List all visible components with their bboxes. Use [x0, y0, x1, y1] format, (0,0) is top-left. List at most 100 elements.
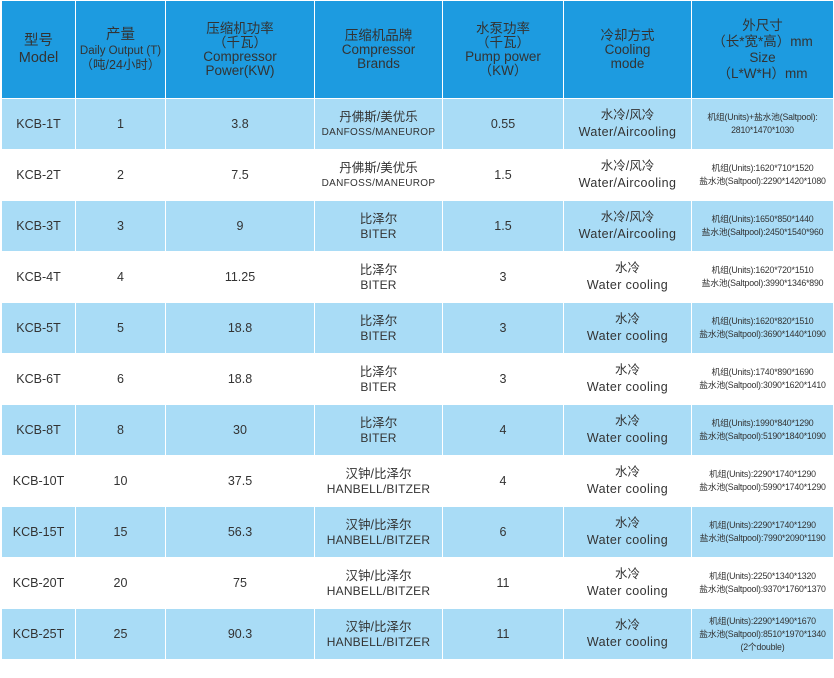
cell-daily-output: 15 — [75, 506, 166, 558]
cooling-en: Water cooling — [586, 278, 669, 292]
cell-cooling-mode: 水冷 Water cooling — [563, 608, 692, 660]
cell-size: 机组(Units):1740*890*1690 盐水池(Saltpool):309… — [691, 353, 834, 405]
brand-en: HANBELL/BITZER — [326, 583, 431, 598]
brand-zh: 汉钟/比泽尔 — [345, 517, 412, 532]
cell-size: 机组(Units):2250*1340*1320 盐水池(Saltpool):93… — [691, 557, 834, 609]
cell-cooling-mode: 水冷 Water cooling — [563, 557, 692, 609]
cell-pump-power: 3 — [442, 302, 564, 354]
size-line: 机组(Units):1620*710*1520 — [711, 163, 814, 173]
size-line: 盐水池(Saltpool):3990*1346*890 — [701, 278, 824, 288]
table-body: KCB-1T 1 3.8 丹佛斯/美优乐 DANFOSS/MANEUROP 0.55 水冷/… — [1, 98, 834, 660]
cell-daily-output: 1 — [75, 98, 166, 150]
cell-size: 机组(Units):1620*710*1520 盐水池(Saltpool):229… — [691, 149, 834, 201]
cell-model: KCB-2T — [1, 149, 76, 201]
header-daily-output: 产量 Daily Output (T) （吨/24小时） — [75, 0, 166, 99]
cell-model: KCB-5T — [1, 302, 76, 354]
cell-pump-power: 4 — [442, 455, 564, 507]
header-cooling-mode: 冷却方式 Cooling mode — [563, 0, 692, 99]
table-row: KCB-6T 6 18.8 比泽尔 BITER 3 水冷 Water cooling 机组(Un… — [1, 353, 834, 405]
size-line: 盐水池(Saltpool):7990*2090*1190 — [699, 533, 826, 543]
size-line: 2810*1470*1030 — [731, 125, 794, 135]
header-compressor-brands: 压缩机品牌 Compressor Brands — [314, 0, 443, 99]
cell-compressor-power: 90.3 — [165, 608, 315, 660]
cell-cooling-mode: 水冷 Water cooling — [563, 455, 692, 507]
size-line: 机组(Units):1990*840*1290 — [711, 418, 814, 428]
cell-compressor-power: 3.8 — [165, 98, 315, 150]
cell-compressor-brand: 汉钟/比泽尔 HANBELL/BITZER — [314, 557, 443, 609]
cell-size: 机组(Units):1620*720*1510 盐水池(Saltpool):399… — [691, 251, 834, 303]
cell-pump-power: 0.55 — [442, 98, 564, 150]
cooling-en: Water cooling — [586, 431, 669, 445]
cell-daily-output: 5 — [75, 302, 166, 354]
header-compressor-power: 压缩机功率 （千瓦） Compressor Power(KW) — [165, 0, 315, 99]
size-line: 盐水池(Saltpool):2450*1540*960 — [701, 227, 824, 237]
cell-compressor-brand: 汉钟/比泽尔 HANBELL/BITZER — [314, 608, 443, 660]
cell-cooling-mode: 水冷/风冷 Water/Aircooling — [563, 149, 692, 201]
cell-compressor-power: 56.3 — [165, 506, 315, 558]
spec-table: 型号 Model 产量 Daily Output (T) （吨/24小时） 压缩… — [1, 0, 834, 660]
cell-model: KCB-1T — [1, 98, 76, 150]
cell-model: KCB-15T — [1, 506, 76, 558]
table-row: KCB-5T 5 18.8 比泽尔 BITER 3 水冷 Water cooling 机组(Un… — [1, 302, 834, 354]
brand-en: BITER — [360, 379, 397, 394]
cell-compressor-power: 37.5 — [165, 455, 315, 507]
cell-compressor-brand: 比泽尔 BITER — [314, 353, 443, 405]
cell-model: KCB-6T — [1, 353, 76, 405]
table-row: KCB-10T 10 37.5 汉钟/比泽尔 HANBELL/BITZER 4 水冷 Wate… — [1, 455, 834, 507]
cell-compressor-power: 9 — [165, 200, 315, 252]
table-row: KCB-20T 20 75 汉钟/比泽尔 HANBELL/BITZER 11 水冷 Water… — [1, 557, 834, 609]
cell-compressor-brand: 丹佛斯/美优乐 DANFOSS/MANEUROP — [314, 149, 443, 201]
table-row: KCB-15T 15 56.3 汉钟/比泽尔 HANBELL/BITZER 6 水冷 Wate… — [1, 506, 834, 558]
size-line: 盐水池(Saltpool):8510*1970*1340 — [699, 628, 826, 639]
cell-compressor-power: 18.8 — [165, 353, 315, 405]
cell-cooling-mode: 水冷 Water cooling — [563, 404, 692, 456]
brand-zh: 汉钟/比泽尔 — [345, 568, 412, 583]
table-row: KCB-25T 25 90.3 汉钟/比泽尔 HANBELL/BITZER 11 水冷 Wat… — [1, 608, 834, 660]
cell-model: KCB-20T — [1, 557, 76, 609]
cell-pump-power: 4 — [442, 404, 564, 456]
cell-compressor-brand: 比泽尔 BITER — [314, 302, 443, 354]
cooling-en: Water cooling — [586, 380, 669, 394]
cell-model: KCB-3T — [1, 200, 76, 252]
cell-pump-power: 6 — [442, 506, 564, 558]
cooling-en: Water cooling — [586, 329, 669, 343]
cell-daily-output: 25 — [75, 608, 166, 660]
cell-size: 机组(Units):2290*1740*1290 盐水池(Saltpool):79… — [691, 506, 834, 558]
size-line: 机组(Units):2290*1740*1290 — [709, 469, 816, 479]
cooling-en: Water cooling — [586, 533, 669, 547]
size-line: 机组(Units):2290*1740*1290 — [709, 520, 816, 530]
brand-zh: 比泽尔 — [359, 313, 398, 328]
cell-size: 机组(Units)+盐水池(Saltpool): 2810*1470*1030 — [691, 98, 834, 150]
cooling-en: Water/Aircooling — [578, 176, 677, 190]
cell-compressor-brand: 比泽尔 BITER — [314, 251, 443, 303]
cell-cooling-mode: 水冷/风冷 Water/Aircooling — [563, 98, 692, 150]
table-row: KCB-3T 3 9 比泽尔 BITER 1.5 水冷/风冷 Water/Aircooling… — [1, 200, 834, 252]
cell-pump-power: 3 — [442, 251, 564, 303]
cell-pump-power: 11 — [442, 557, 564, 609]
cooling-zh: 水冷 — [614, 567, 640, 581]
cell-size: 机组(Units):1650*850*1440 盐水池(Saltpool):245… — [691, 200, 834, 252]
table-row: KCB-2T 2 7.5 丹佛斯/美优乐 DANFOSS/MANEUROP 1.5 水冷/风… — [1, 149, 834, 201]
table-row: KCB-4T 4 11.25 比泽尔 BITER 3 水冷 Water cooling 机组(U… — [1, 251, 834, 303]
size-line: 盐水池(Saltpool):3090*1620*1410 — [699, 380, 826, 390]
brand-zh: 丹佛斯/美优乐 — [339, 160, 418, 175]
cooling-zh: 水冷 — [614, 261, 640, 275]
cell-compressor-power: 7.5 — [165, 149, 315, 201]
cell-pump-power: 11 — [442, 608, 564, 660]
cell-daily-output: 3 — [75, 200, 166, 252]
cell-daily-output: 4 — [75, 251, 166, 303]
size-line: 机组(Units):1650*850*1440 — [711, 214, 814, 224]
cooling-zh: 水冷/风冷 — [600, 210, 655, 224]
cell-compressor-power: 75 — [165, 557, 315, 609]
brand-en: HANBELL/BITZER — [326, 634, 431, 649]
size-line: 盐水池(Saltpool):5990*1740*1290 — [699, 482, 826, 492]
size-line: 机组(Units)+盐水池(Saltpool): — [707, 112, 818, 122]
size-line: (2个double) — [740, 641, 785, 652]
cell-cooling-mode: 水冷 Water cooling — [563, 353, 692, 405]
brand-en: BITER — [360, 226, 397, 241]
brand-zh: 汉钟/比泽尔 — [345, 466, 412, 481]
cell-pump-power: 3 — [442, 353, 564, 405]
cell-pump-power: 1.5 — [442, 200, 564, 252]
cell-compressor-brand: 汉钟/比泽尔 HANBELL/BITZER — [314, 455, 443, 507]
cooling-zh: 水冷 — [614, 465, 640, 479]
